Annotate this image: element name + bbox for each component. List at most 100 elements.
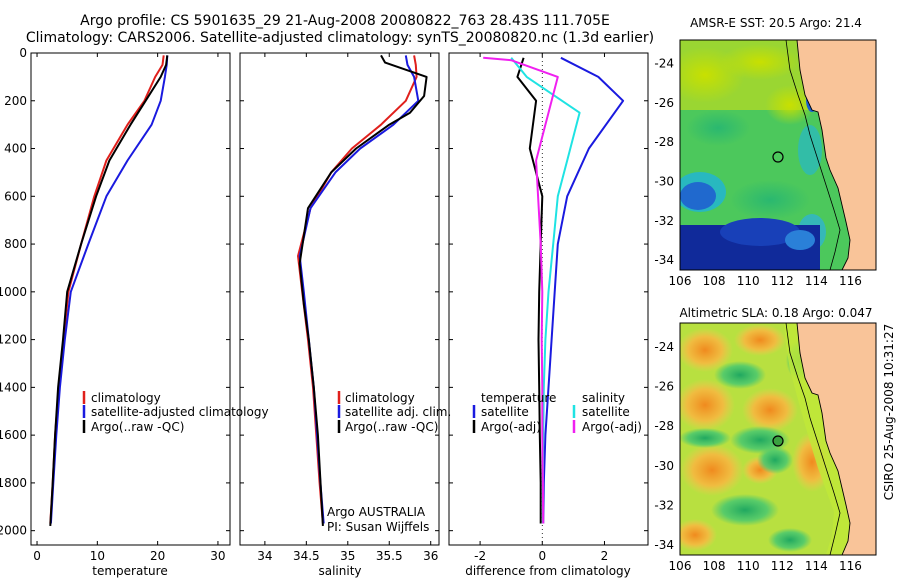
map-y-tick-label: -24 <box>654 57 674 71</box>
map-x-tick-label: 110 <box>737 559 760 573</box>
series-layer <box>49 54 625 526</box>
map-x-tick-label: 108 <box>703 274 726 288</box>
sst-warm-patch <box>720 44 800 80</box>
map-x-tick-label: 116 <box>839 559 862 573</box>
sla-map-frame <box>679 322 877 556</box>
sla-warm-eddy <box>734 324 786 356</box>
legend-title-salinity: salinity <box>582 391 625 405</box>
sst-map-title: AMSR-E SST: 20.5 Argo: 21.4 <box>690 16 862 30</box>
map-y-tick-label: -30 <box>654 175 674 189</box>
legend-label: Argo(..raw -QC) <box>345 420 438 434</box>
map-y-tick-label: -26 <box>654 96 674 110</box>
difference-series-group <box>483 56 625 524</box>
x-tick-label: 30 <box>210 549 225 563</box>
map-x-tick-label: 110 <box>737 274 760 288</box>
legend-label: satellite adj. clim. <box>345 405 451 419</box>
map-y-tick-label: -34 <box>654 253 674 267</box>
figure-title-line2: Climatology: CARS2006. Satellite-adjuste… <box>26 30 654 46</box>
difference-xlabel: difference from climatology <box>465 564 631 578</box>
series-line-satellite-adjusted-climatology <box>49 55 169 524</box>
map-x-tick-label: 116 <box>839 274 862 288</box>
legend-label: satellite-adjusted climatology <box>91 405 269 419</box>
sst-float-marker <box>772 151 784 163</box>
salinity-panel-frame <box>239 52 440 546</box>
float-pi-label: PI: Susan Wijffels <box>327 520 429 534</box>
sst-cyan-patch <box>798 125 822 175</box>
legend-label: Argo(-adj) <box>582 420 642 434</box>
x-tick-label: 2 <box>601 549 609 563</box>
map-x-tick-label: 106 <box>669 274 692 288</box>
series-line-argo-adj- <box>483 56 559 524</box>
sla-cool-eddy <box>711 494 779 526</box>
figure-title-line1: Argo profile: CS 5901635_29 21-Aug-2008 … <box>80 13 610 29</box>
sst-shelf-contour <box>785 40 841 270</box>
series-line-argo-raw-qc- <box>298 54 428 526</box>
map-y-tick-label: -24 <box>654 340 674 354</box>
y-tick-label: 1800 <box>0 476 27 490</box>
sst-cold-patch <box>720 218 800 246</box>
sla-map-title: Altimetric SLA: 0.18 Argo: 0.047 <box>679 306 872 320</box>
sla-coastline <box>796 323 851 555</box>
legend-label: satellite <box>582 405 630 419</box>
x-tick-label: 34 <box>257 549 272 563</box>
y-tick-label: 600 <box>4 189 27 203</box>
sla-cool-eddy <box>714 361 766 389</box>
series-line-climatology <box>297 55 418 524</box>
map-x-tick-label: 108 <box>703 559 726 573</box>
series-line-satellite-adj-clim- <box>298 55 420 524</box>
sst-cool-patch <box>680 182 716 210</box>
salinity-legend: climatology satellite adj. clim. Argo(..… <box>327 391 451 534</box>
sst-warm-patch <box>765 85 815 125</box>
sst-cold-patch <box>785 230 815 250</box>
y-tick-label: 200 <box>4 94 27 108</box>
map-y-tick-label: -32 <box>654 498 674 512</box>
x-tick-label: 35 <box>340 549 355 563</box>
map-y-tick-label: -34 <box>654 538 674 552</box>
x-tick-label: 0 <box>538 549 546 563</box>
salinity-series-group <box>297 54 428 526</box>
y-tick-label: 1600 <box>0 428 27 442</box>
series-line-satellite <box>542 56 625 524</box>
sst-green-patch <box>730 180 810 220</box>
legend-label: satellite <box>481 405 529 419</box>
map-y-tick-label: -32 <box>654 214 674 228</box>
sla-land <box>797 323 876 555</box>
x-tick-label: -2 <box>474 549 486 563</box>
legend-label: climatology <box>345 391 415 405</box>
temperature-series-group <box>49 55 169 526</box>
y-tick-label: 0 <box>19 46 27 60</box>
y-tick-label: 1400 <box>0 380 27 394</box>
x-tick-label: 34.5 <box>293 549 320 563</box>
temperature-panel-frame <box>30 52 231 546</box>
x-tick-label: 35.5 <box>376 549 403 563</box>
legend-label: Argo(..raw -QC) <box>91 420 184 434</box>
sst-coastline <box>796 40 851 270</box>
map-y-tick-label: -28 <box>654 135 674 149</box>
sla-shelf-contour <box>785 323 841 555</box>
x-tick-label: 10 <box>90 549 105 563</box>
map-x-tick-label: 106 <box>669 559 692 573</box>
legend-label: Argo(-adj) <box>481 420 541 434</box>
y-tick-label: 800 <box>4 237 27 251</box>
sla-cool-eddy <box>768 528 812 552</box>
x-tick-label: 0 <box>33 549 41 563</box>
difference-panel-frame <box>448 52 649 546</box>
float-program-label: Argo AUSTRALIA <box>327 505 426 519</box>
sla-warm-eddy <box>680 379 735 431</box>
timestamp-footer: CSIRO 25-Aug-2008 10:31:27 <box>882 324 896 500</box>
sla-float-marker <box>772 435 784 447</box>
map-x-tick-label: 112 <box>771 559 794 573</box>
temperature-legend: climatology satellite-adjusted climatolo… <box>82 391 269 434</box>
map-y-tick-label: -30 <box>654 459 674 473</box>
y-tick-label: 2000 <box>0 524 27 538</box>
sla-warm-eddy <box>742 388 798 432</box>
sla-cool-eddy <box>757 446 793 474</box>
sla-warm-eddy <box>680 328 733 372</box>
sla-cool-eddy <box>680 428 731 448</box>
map-x-tick-label: 112 <box>771 274 794 288</box>
difference-legend: temperature salinity satellite Argo(-adj… <box>472 391 642 434</box>
x-tick-label: 36 <box>423 549 438 563</box>
series-line-argo-raw-qc- <box>49 55 169 526</box>
map-x-tick-label: 114 <box>805 274 828 288</box>
